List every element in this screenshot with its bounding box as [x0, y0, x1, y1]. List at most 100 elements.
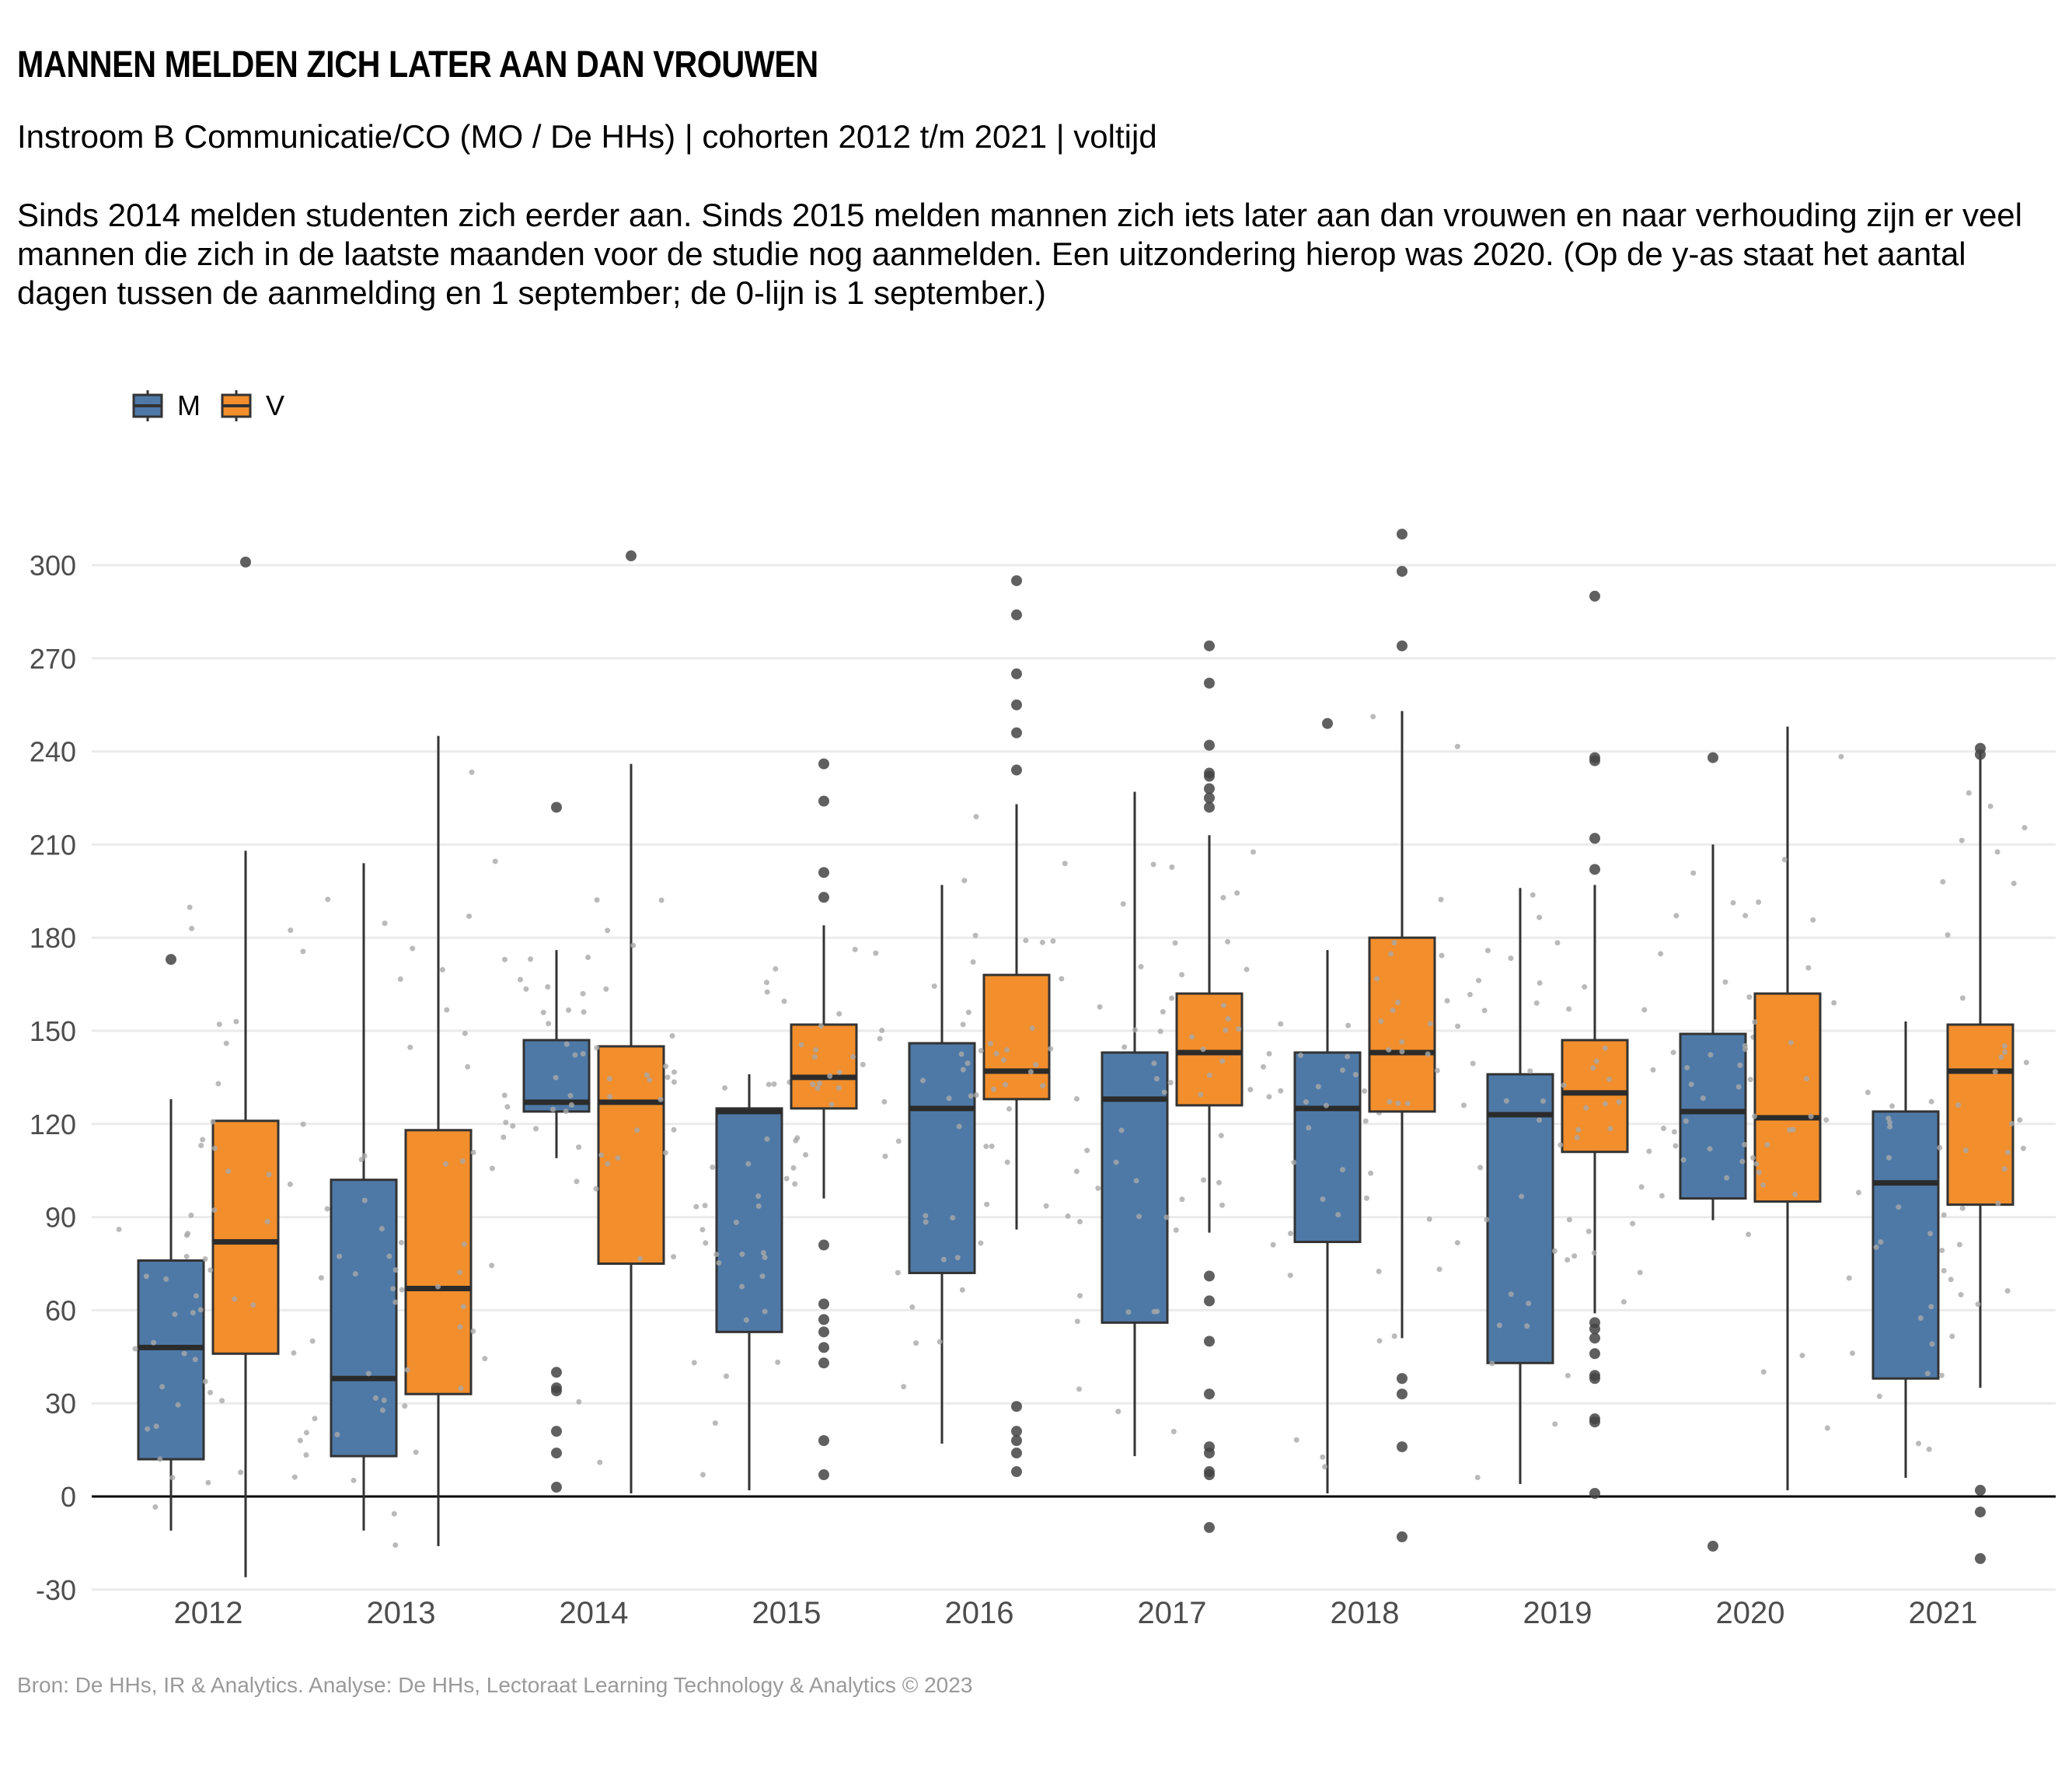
jitter-point	[978, 1048, 984, 1054]
jitter-point	[1113, 1159, 1119, 1165]
jitter-point	[457, 1324, 463, 1330]
y-tick-label: 210	[30, 829, 76, 861]
jitter-point	[1616, 1099, 1622, 1105]
jitter-point	[205, 1479, 211, 1486]
jitter-point	[913, 1340, 919, 1346]
box-v-2021	[1946, 1023, 2014, 1207]
jitter-point	[1810, 917, 1816, 923]
outlier-point	[1204, 783, 1215, 794]
outlier-point	[1204, 792, 1215, 804]
jitter-point	[1760, 1182, 1767, 1188]
jitter-point	[1454, 1240, 1460, 1246]
jitter-point	[250, 1302, 256, 1308]
jitter-point	[1426, 1216, 1432, 1222]
jitter-point	[1938, 1372, 1945, 1378]
jitter-point	[443, 1161, 449, 1167]
jitter-point	[1065, 1213, 1071, 1219]
jitter-point	[1937, 1144, 1943, 1151]
outlier-point	[1011, 1466, 1022, 1478]
jitter-point	[116, 1226, 122, 1232]
jitter-point	[1179, 1196, 1185, 1203]
jitter-point	[1387, 1098, 1393, 1105]
jitter-point	[603, 986, 609, 992]
jitter-point	[1027, 1069, 1034, 1075]
outlier-point	[1204, 1521, 1215, 1533]
jitter-point	[1941, 1212, 1947, 1218]
jitter-point	[1684, 1064, 1690, 1070]
outlier-point	[1204, 801, 1215, 813]
jitter-point	[461, 1241, 467, 1248]
jitter-point	[968, 1093, 974, 1099]
legend-label-m: M	[177, 389, 201, 421]
jitter-point	[827, 1073, 833, 1079]
jitter-point	[197, 1307, 204, 1313]
jitter-point	[961, 878, 968, 884]
jitter-point	[1746, 994, 1753, 1001]
box-m-2019	[1486, 1073, 1554, 1364]
jitter-point	[1179, 972, 1185, 978]
jitter-point	[1566, 1217, 1572, 1223]
jitter-point	[923, 1213, 929, 1219]
jitter-point	[1503, 1098, 1509, 1104]
jitter-point	[637, 1255, 644, 1262]
jitter-point	[1764, 1141, 1770, 1147]
y-tick-label: 90	[45, 1202, 76, 1234]
jitter-point	[183, 1253, 190, 1259]
jitter-point	[1023, 938, 1029, 944]
jitter-point	[814, 1085, 821, 1091]
y-tick-label: 150	[30, 1015, 76, 1047]
jitter-point	[1638, 1184, 1645, 1190]
jitter-point	[1552, 1421, 1558, 1427]
jitter-point	[1575, 1126, 1582, 1133]
jitter-point	[1388, 951, 1394, 957]
jitter-point	[973, 1092, 979, 1098]
jitter-point	[378, 1226, 385, 1232]
jitter-point	[132, 1346, 138, 1352]
jitter-point	[1735, 1084, 1742, 1090]
outlier-point	[1204, 1270, 1215, 1282]
jitter-point	[1646, 1148, 1652, 1154]
jitter-point	[1846, 1275, 1852, 1281]
outlier-point	[1397, 1373, 1407, 1385]
jitter-point	[972, 932, 978, 938]
jitter-point	[743, 1317, 749, 1323]
jitter-point	[1218, 1133, 1224, 1139]
legend-item-v: V	[221, 389, 284, 422]
jitter-point	[352, 1271, 358, 1277]
jitter-point	[504, 1104, 511, 1110]
jitter-point	[2023, 1060, 2029, 1066]
jitter-point	[852, 946, 858, 952]
jitter-point	[291, 1474, 298, 1480]
jitter-point	[733, 1219, 739, 1225]
jitter-point	[2001, 1049, 2007, 1055]
jitter-point	[1959, 995, 1966, 1001]
jitter-point	[1043, 1203, 1049, 1209]
x-tick-label: 2020	[1716, 1596, 1785, 1630]
x-tick-label: 2014	[560, 1596, 629, 1630]
jitter-point	[1484, 948, 1491, 954]
outlier-point	[1204, 1469, 1215, 1481]
jitter-point	[576, 1144, 582, 1151]
jitter-point	[1760, 1369, 1767, 1375]
jitter-point	[462, 1030, 468, 1036]
outlier-point	[1975, 1552, 1986, 1564]
y-tick-label: 120	[30, 1109, 76, 1140]
jitter-point	[755, 1193, 762, 1200]
jitter-point	[1788, 1039, 1794, 1046]
jitter-point	[563, 1041, 570, 1047]
jitter-point	[699, 1227, 706, 1233]
jitter-point	[1467, 991, 1473, 997]
y-tick-label: 0	[61, 1481, 76, 1513]
jitter-point	[760, 1249, 766, 1255]
jitter-point	[1564, 1257, 1571, 1263]
jitter-point	[1460, 1102, 1467, 1109]
chart-description: Sinds 2014 melden studenten zich eerder …	[17, 197, 2022, 311]
jitter-point	[1477, 1165, 1484, 1171]
jitter-point	[1992, 1069, 1998, 1075]
x-tick-label: 2016	[945, 1596, 1014, 1630]
outlier-point	[551, 1482, 562, 1493]
outlier-point	[818, 1357, 829, 1369]
jitter-point	[492, 858, 498, 864]
jitter-point	[501, 1092, 508, 1098]
